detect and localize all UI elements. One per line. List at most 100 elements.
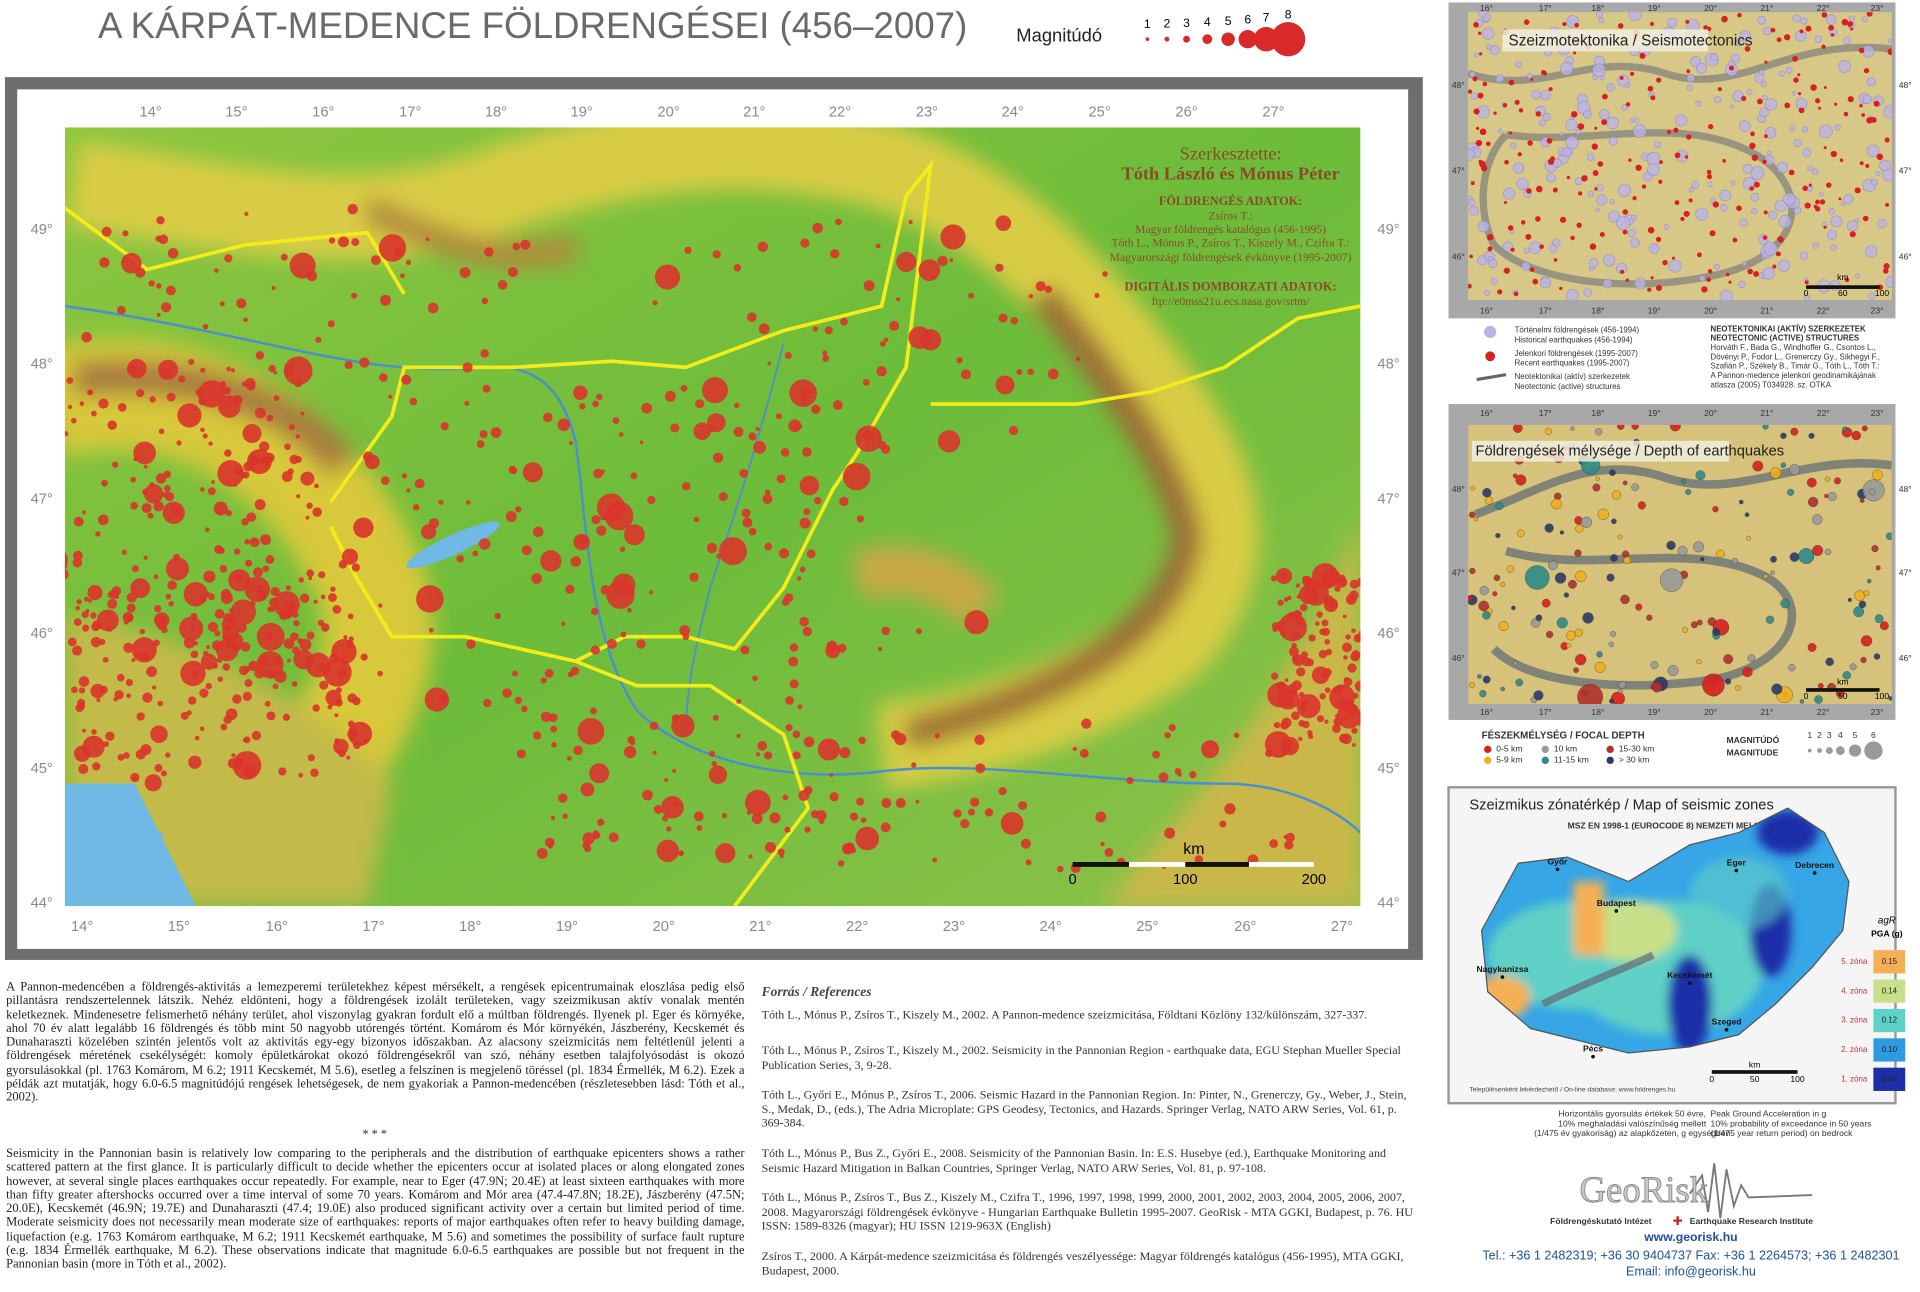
epicenter [592, 830, 600, 837]
website[interactable]: www.georisk.hu [1643, 1230, 1737, 1244]
recent-quake [1473, 21, 1479, 28]
recent-quake [1859, 103, 1863, 108]
epicenter [348, 636, 354, 642]
epicenter [838, 860, 845, 867]
epicenter [1303, 580, 1329, 606]
historical-quake [1791, 90, 1797, 96]
epicenter [937, 430, 961, 453]
logo: GeoRisk Földrengéskutató Intézet ✚ Earth… [1550, 1163, 1813, 1228]
epicenter [109, 589, 119, 599]
epicenter [998, 787, 1007, 796]
epicenter [520, 239, 531, 250]
lon-label: 27° [1331, 919, 1353, 935]
epicenter [1281, 631, 1287, 637]
quake-depth [1581, 516, 1593, 528]
caption-en: (1/475 year return period) on bedrock [1711, 1128, 1854, 1138]
lon-label: 22° [1817, 305, 1830, 315]
epicenter [388, 394, 393, 399]
epicenter [456, 555, 464, 563]
depth-symbol [1484, 745, 1492, 754]
historical-quake [1565, 289, 1579, 300]
epicenter [64, 431, 69, 437]
epicenter [299, 638, 312, 651]
historical-quake [1627, 228, 1637, 238]
epicenter [76, 599, 82, 605]
epicenter [1027, 368, 1034, 376]
recent-quake [1847, 21, 1854, 27]
epicenter [753, 440, 766, 454]
epicenter [1102, 271, 1108, 277]
historical-quake [1595, 12, 1603, 18]
lon-label: 23° [1871, 408, 1884, 418]
epicenter [82, 728, 87, 733]
epicenter [242, 691, 252, 701]
epicenter [101, 226, 112, 237]
magnitude-value: 7 [1263, 11, 1270, 25]
magnitude-value: 3 [1827, 730, 1832, 740]
quake-depth [1660, 568, 1684, 592]
epicenter [578, 535, 588, 545]
recent-quake [1594, 187, 1598, 191]
historical-quake [1778, 215, 1792, 229]
epicenter [117, 305, 126, 315]
historical-quake [1741, 260, 1747, 266]
magnitude-value: 4 [1838, 730, 1843, 740]
lon-label: 23° [916, 105, 938, 121]
historical-quake [1484, 289, 1490, 296]
poster-title: A KÁRPÁT-MEDENCE FÖLDRENGÉSEI (456–2007) [98, 5, 967, 46]
email[interactable]: Email: info@georisk.hu [1626, 1264, 1756, 1278]
epicenter [299, 593, 310, 604]
epicenter [190, 624, 196, 630]
epicenter [255, 585, 262, 592]
reference: Tóth L., Mónus P., Zsíros T., Kiszely M.… [761, 1044, 1401, 1073]
epicenter [1010, 316, 1019, 325]
epicenter [285, 585, 292, 591]
quake-depth [1570, 426, 1575, 431]
epicenter [64, 569, 69, 580]
epicenter [580, 782, 595, 797]
text-english: Seismicity in the Pannonian basin is rel… [6, 1147, 745, 1272]
quake-depth [1888, 696, 1892, 701]
epicenter [85, 608, 90, 614]
recent-quake [1578, 191, 1583, 196]
lat-label: 46° [1377, 626, 1399, 642]
epicenter [177, 403, 202, 428]
recent-quake [1722, 159, 1727, 163]
lon-label: 16° [312, 105, 334, 121]
lat-label: 47° [1452, 166, 1465, 176]
inset-title: Földrengések mélysége / Depth of earthqu… [1475, 444, 1784, 460]
epicenter [880, 340, 886, 347]
epicenter [1047, 368, 1059, 380]
zone-name: 4. zóna [1841, 986, 1868, 995]
recent-quake [1798, 107, 1805, 114]
epicenter [273, 591, 300, 618]
magnitude-label: Magnitúdó [1016, 25, 1102, 46]
epicenter [1072, 746, 1077, 752]
magnitude-symbol [1817, 748, 1822, 754]
recent-quake [1658, 179, 1663, 184]
epicenter [288, 424, 295, 431]
scale-unit: km [1749, 1060, 1760, 1070]
recent-quake [1762, 235, 1768, 240]
text-hu-box: A Pannon-medencében a földrengés-aktivit… [6, 981, 744, 1105]
recent-quake [1882, 268, 1889, 274]
historical-quake [1754, 73, 1765, 84]
epicenter [1297, 736, 1303, 742]
epicenter [273, 395, 280, 401]
historical-quake [1719, 289, 1733, 300]
historical-quake [1819, 192, 1824, 197]
epicenter [151, 685, 157, 690]
epicenter [307, 754, 315, 762]
epicenter [908, 326, 932, 350]
magnitude-symbol [1183, 35, 1190, 43]
epicenter [164, 491, 175, 502]
quake-depth [1637, 501, 1646, 510]
epicenter [312, 507, 322, 517]
legend-title: MAGNITUDE [1726, 747, 1778, 757]
epicenter [99, 257, 110, 268]
scale-label: 100 [1875, 288, 1890, 298]
magnitude-symbol [1145, 37, 1150, 42]
epicenter [636, 639, 646, 649]
historical-quake [1738, 280, 1746, 289]
